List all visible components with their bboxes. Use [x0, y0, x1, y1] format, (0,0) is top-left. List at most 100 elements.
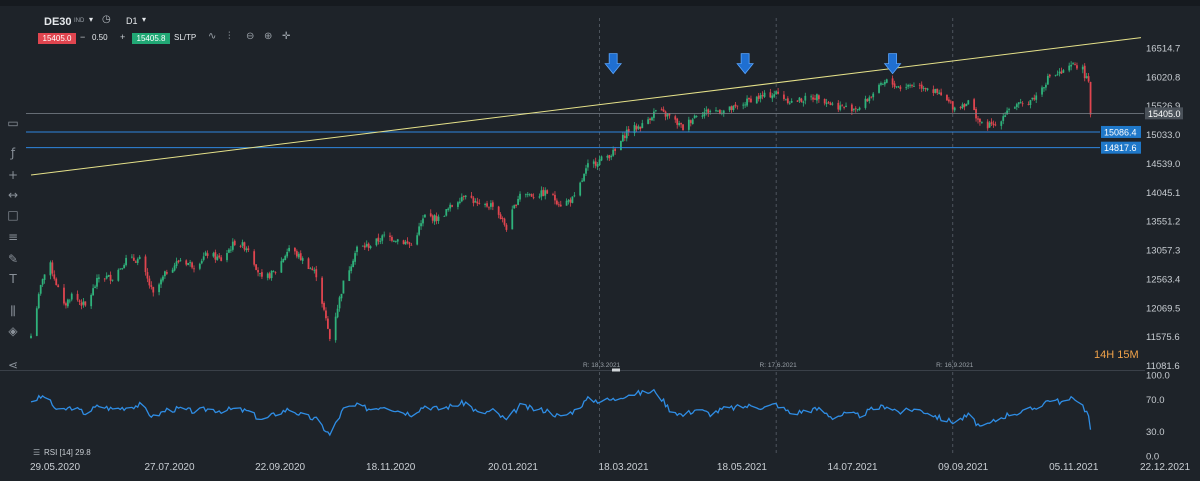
timeframe-selector[interactable]: D1	[126, 16, 138, 26]
candle-body	[361, 245, 364, 247]
crosshair-plus-icon[interactable]: +	[7, 168, 19, 182]
candle-body	[295, 251, 298, 257]
candle-body	[674, 116, 677, 120]
candle-body	[610, 155, 613, 158]
candle-body	[542, 189, 545, 197]
chevron-down-icon[interactable]: ▾	[89, 15, 94, 24]
level-tag[interactable]	[1101, 141, 1141, 154]
ruler-icon[interactable]: ↔	[7, 188, 19, 202]
candle-body	[823, 98, 826, 104]
current-price-tag-text: 15405.0	[1148, 109, 1181, 119]
candle-body	[433, 215, 436, 222]
level-tag[interactable]	[1101, 125, 1141, 138]
candle-body	[573, 195, 576, 197]
chart-type-icon[interactable]: ∿	[208, 31, 217, 42]
pencil-icon[interactable]: ✎	[7, 252, 19, 266]
rsi-settings-icon[interactable]: ☰	[33, 448, 40, 457]
panel-resize-handle[interactable]	[612, 368, 620, 372]
candle-body	[812, 97, 814, 100]
zoom-out-icon[interactable]: ⊖	[246, 31, 255, 42]
candle-body	[175, 261, 178, 266]
candle-body	[519, 193, 521, 200]
candle-body	[162, 276, 164, 281]
candle-body	[653, 111, 655, 118]
candle-body	[424, 214, 426, 218]
down-arrow-icon[interactable]	[883, 53, 902, 75]
text-icon[interactable]: T	[9, 272, 17, 286]
rectangle-icon[interactable]: □	[7, 208, 19, 222]
crosshair-icon[interactable]: ✛	[282, 31, 291, 42]
buy-button[interactable]: 15405.8	[132, 33, 170, 44]
candle-body	[367, 243, 370, 248]
candle-body	[565, 200, 568, 206]
down-arrow-icon[interactable]	[736, 53, 754, 75]
candle-body	[125, 257, 127, 266]
candle-body	[94, 286, 96, 288]
quantity-decrease-button[interactable]: −	[80, 32, 86, 42]
candle-body	[784, 99, 787, 101]
candle-body	[323, 302, 325, 310]
candle-body	[313, 270, 316, 272]
sell-button[interactable]: 15405.0	[38, 33, 76, 44]
trendline[interactable]	[30, 37, 1142, 176]
candle-body	[936, 88, 939, 93]
candle-body	[472, 197, 475, 204]
date-tick-label: 18.05.2021	[717, 462, 767, 473]
candle-body	[885, 79, 888, 83]
candle-body	[647, 119, 649, 124]
price-tick-label: 15033.0	[1146, 130, 1180, 141]
down-arrow-icon[interactable]	[604, 53, 623, 75]
quantity-field[interactable]: 0.50	[92, 33, 108, 42]
clock-icon[interactable]: ◷	[102, 14, 111, 25]
candle-body	[1000, 121, 1003, 126]
candle-body	[893, 83, 896, 87]
candle-body	[802, 101, 805, 103]
comment-icon[interactable]: ▭	[7, 116, 19, 130]
settings-sliders-icon[interactable]: ⫼	[10, 304, 16, 318]
candle-body	[98, 277, 100, 279]
candle-body	[949, 101, 952, 103]
candle-body	[623, 135, 626, 138]
candle-body	[594, 161, 597, 166]
candle-body	[579, 182, 582, 196]
candle-body	[391, 237, 393, 241]
candle-body	[1041, 87, 1043, 95]
candle-body	[515, 204, 518, 206]
layers-icon[interactable]: ◈	[8, 324, 18, 338]
candle-body	[1056, 74, 1059, 76]
candle-body	[621, 134, 624, 142]
candle-body	[913, 85, 915, 87]
zoom-in-icon[interactable]: ⊕	[264, 31, 273, 42]
candle-body	[220, 257, 223, 261]
candle-body	[505, 224, 508, 230]
sltp-button[interactable]: SL/TP	[174, 33, 197, 42]
price-tick-label: 16020.8	[1146, 72, 1180, 83]
fibonacci-icon[interactable]: ≡	[7, 230, 19, 244]
function-icon[interactable]: ƒ	[10, 146, 16, 160]
candle-body	[294, 248, 296, 252]
current-price-tag[interactable]	[1145, 107, 1183, 120]
candle-body	[1076, 65, 1078, 69]
candle-body	[920, 84, 923, 89]
candle-body	[730, 106, 733, 110]
candle-body	[136, 259, 139, 263]
timeframe-chevron-down-icon[interactable]: ▾	[142, 15, 147, 24]
candle-body	[567, 200, 570, 202]
candle-body	[612, 149, 615, 156]
candle-body	[443, 216, 446, 217]
candle-body	[1060, 71, 1063, 74]
candle-body	[451, 205, 454, 207]
candle-body	[1058, 71, 1061, 74]
candle-body	[152, 287, 155, 293]
quantity-increase-button[interactable]: +	[120, 32, 126, 42]
candle-body	[546, 190, 549, 194]
candle-body	[119, 268, 122, 270]
candle-body	[587, 163, 589, 168]
candle-body	[206, 253, 209, 256]
symbol-label[interactable]: DE30	[44, 16, 72, 28]
candle-body	[78, 300, 81, 302]
share-icon[interactable]: ⋖	[7, 358, 19, 372]
indicators-icon[interactable]: ⫶	[228, 31, 231, 42]
rsi-label: RSI [14] 29.8	[44, 448, 91, 457]
